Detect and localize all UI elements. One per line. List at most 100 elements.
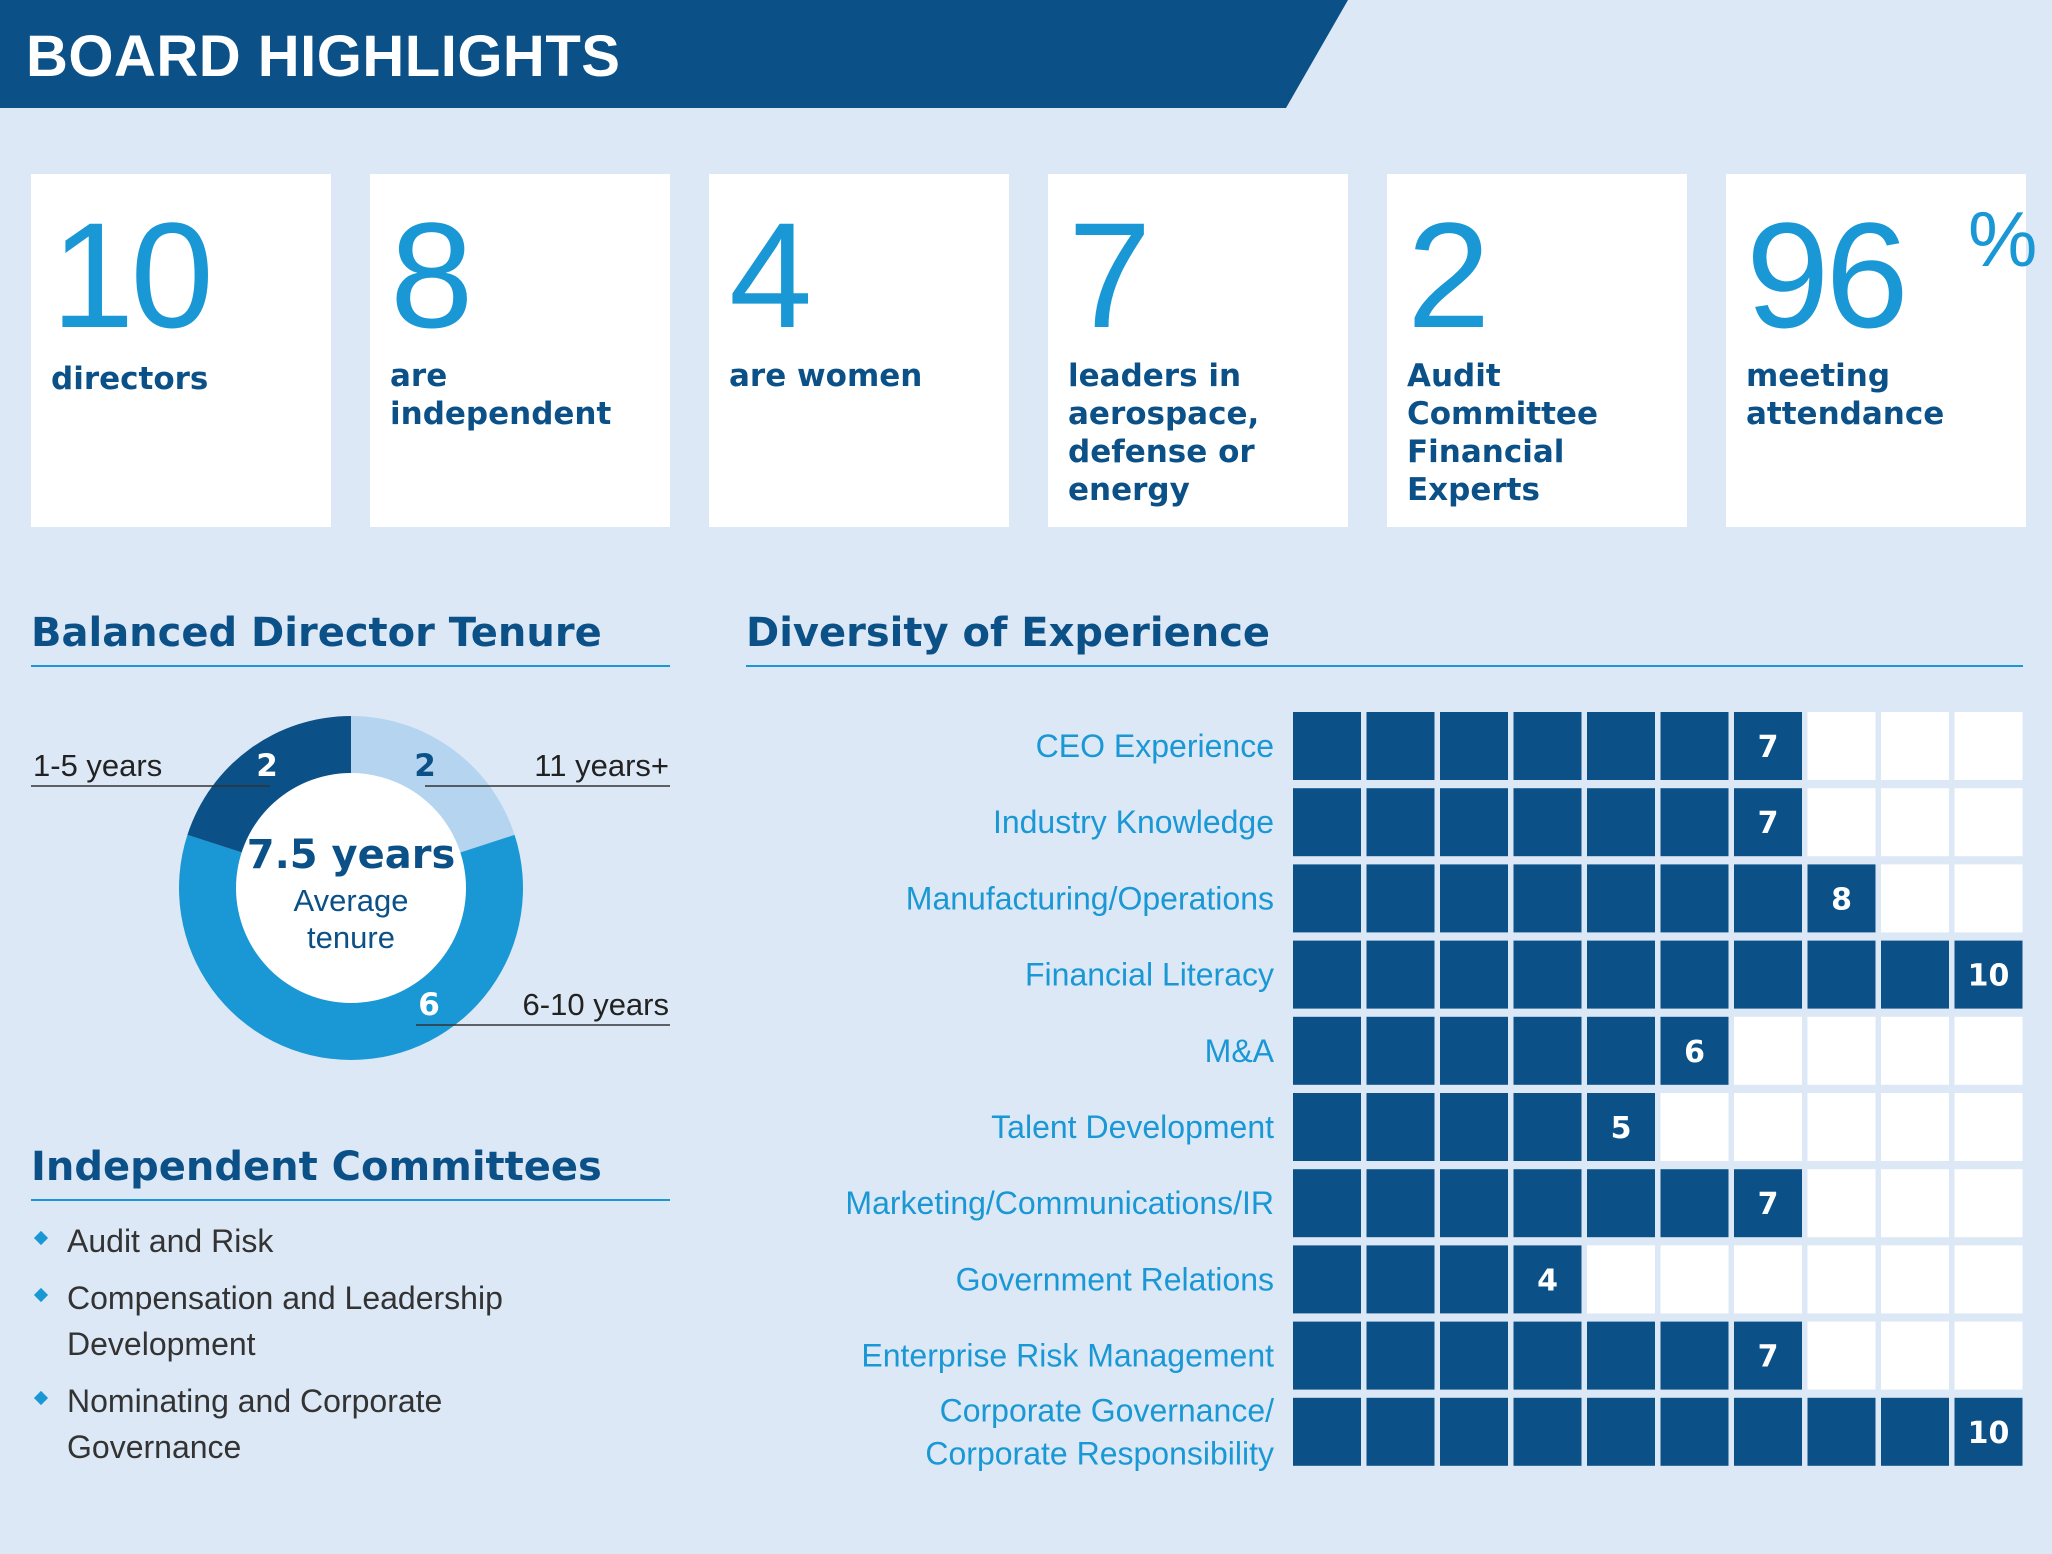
matrix-cell-filled: [1660, 1321, 1729, 1390]
matrix-cell-filled: [1807, 940, 1876, 1009]
matrix-cell-filled: [1366, 1093, 1435, 1161]
diamond-bullet-icon: [33, 1230, 49, 1246]
matrix-cell-filled: [1660, 940, 1729, 1009]
stat-card-attendance: 96 % meeting attendance: [1726, 174, 2037, 527]
matrix-cell-filled: [1366, 940, 1435, 1009]
segment-value-11-plus: 2: [414, 748, 436, 784]
matrix-cell-empty: [1954, 1016, 2023, 1085]
matrix-cell-filled: [1954, 940, 2023, 1009]
matrix-cell-filled: [1807, 1397, 1876, 1466]
diamond-bullet-icon: [33, 1287, 49, 1303]
matrix-cell-empty: [1881, 1245, 1949, 1314]
stat-label: are women: [729, 358, 923, 394]
matrix-cell-empty: [1807, 1016, 1876, 1085]
matrix-cell-filled: [1660, 1169, 1729, 1238]
tenure-center-value: 7.5 years: [247, 832, 456, 878]
matrix-value-label: 7: [1758, 1187, 1779, 1222]
matrix-cell-filled: [1660, 1397, 1729, 1466]
matrix-cell-filled: [1954, 1397, 2023, 1466]
matrix-cell-filled: [1440, 1321, 1508, 1390]
matrix-cell-filled: [1660, 788, 1729, 857]
matrix-cell-filled: [1587, 1169, 1655, 1238]
matrix-cell-filled: [1513, 1016, 1582, 1085]
matrix-cell-filled: [1293, 1321, 1361, 1390]
matrix-cell-filled: [1734, 940, 1802, 1009]
matrix-cell-empty: [1807, 1169, 1876, 1238]
matrix-cell-filled: [1293, 940, 1361, 1009]
matrix-row-label: Manufacturing/Operations: [906, 880, 1274, 916]
legend-label-11-years-plus: 11 years+: [534, 748, 669, 783]
stat-card-aerospace-leaders: 7 leaders in aerospace, defense or energ…: [1048, 174, 1348, 527]
matrix-row-label: Industry Knowledge: [993, 804, 1274, 840]
matrix-cell-empty: [1881, 1169, 1949, 1238]
matrix-cell-filled: [1513, 1245, 1582, 1314]
stat-number: 8: [390, 191, 473, 359]
stat-card-women: 4 are women: [709, 174, 1009, 527]
page-title: BOARD HIGHLIGHTS: [26, 24, 621, 89]
matrix-cell-empty: [1954, 788, 2023, 857]
stat-card-directors: 10 directors: [31, 174, 331, 527]
matrix-cell-empty: [1954, 712, 2023, 780]
tenure-center-label-1: Average: [294, 883, 409, 918]
matrix-cell-empty: [1660, 1245, 1729, 1314]
matrix-cell-filled: [1513, 864, 1582, 933]
matrix-cell-filled: [1587, 1397, 1655, 1466]
stat-number: 96: [1746, 191, 1909, 359]
tenure-title-rule: [31, 665, 670, 667]
matrix-row-label: Corporate Governance/: [940, 1392, 1275, 1428]
matrix-value-label: 7: [1758, 806, 1779, 841]
matrix-cell-filled: [1293, 1016, 1361, 1085]
matrix-cell-filled: [1734, 1169, 1802, 1238]
matrix-cell-empty: [1807, 1093, 1876, 1161]
matrix-cell-filled: [1440, 1093, 1508, 1161]
matrix-cell-filled: [1293, 712, 1361, 780]
matrix-cell-filled: [1513, 1093, 1582, 1161]
matrix-cell-empty: [1954, 1093, 2023, 1161]
matrix-cell-empty: [1954, 1245, 2023, 1314]
matrix-row-label: CEO Experience: [1036, 728, 1274, 764]
committee-list: Audit and Risk Compensation and Leadersh…: [32, 1218, 627, 1481]
matrix-cell-filled: [1440, 1397, 1508, 1466]
segment-value-6-10: 6: [418, 987, 440, 1023]
committee-name: Audit and Risk: [67, 1223, 274, 1259]
matrix-cell-filled: [1734, 788, 1802, 857]
matrix-cell-filled: [1366, 1169, 1435, 1238]
stat-label: directors: [51, 361, 209, 397]
matrix-cell-filled: [1513, 1169, 1582, 1238]
matrix-cell-empty: [1881, 788, 1949, 857]
matrix-cell-filled: [1660, 1016, 1729, 1085]
matrix-cell-filled: [1660, 864, 1729, 933]
matrix-cell-filled: [1366, 1397, 1435, 1466]
committee-name: Nominating and Corporate Governance: [67, 1383, 443, 1465]
legend-label-6-10-years: 6-10 years: [523, 987, 669, 1022]
committee-name: Compensation and Leadership Development: [67, 1280, 503, 1362]
matrix-value-label: 7: [1758, 730, 1779, 765]
matrix-row-label: M&A: [1205, 1033, 1275, 1069]
list-item: Audit and Risk: [32, 1218, 627, 1264]
matrix-row-label: Talent Development: [991, 1109, 1274, 1145]
matrix-cell-filled: [1440, 788, 1508, 857]
committees-title: Independent Committees: [31, 1144, 602, 1190]
matrix-cell-filled: [1513, 1321, 1582, 1390]
donut-segment-11-years-: [351, 716, 515, 854]
stat-number: 2: [1407, 191, 1490, 359]
matrix-cell-filled: [1734, 712, 1802, 780]
matrix-cell-filled: [1807, 864, 1876, 933]
matrix-cell-filled: [1587, 940, 1655, 1009]
committees-title-rule: [31, 1199, 670, 1201]
matrix-cell-empty: [1881, 1093, 1949, 1161]
matrix-cell-filled: [1587, 1016, 1655, 1085]
matrix-cell-filled: [1734, 864, 1802, 933]
matrix-row-label: Corporate Responsibility: [925, 1435, 1274, 1471]
matrix-cell-empty: [1660, 1093, 1729, 1161]
matrix-cell-filled: [1440, 864, 1508, 933]
header-banner: [0, 0, 1348, 108]
matrix-cell-filled: [1440, 712, 1508, 780]
matrix-cell-empty: [1734, 1245, 1802, 1314]
matrix-cell-filled: [1440, 1169, 1508, 1238]
tenure-center-label-2: tenure: [307, 920, 395, 955]
matrix-cell-filled: [1293, 788, 1361, 857]
matrix-cell-filled: [1513, 788, 1582, 857]
stat-label: are independent: [390, 358, 612, 432]
matrix-cell-filled: [1366, 1245, 1435, 1314]
